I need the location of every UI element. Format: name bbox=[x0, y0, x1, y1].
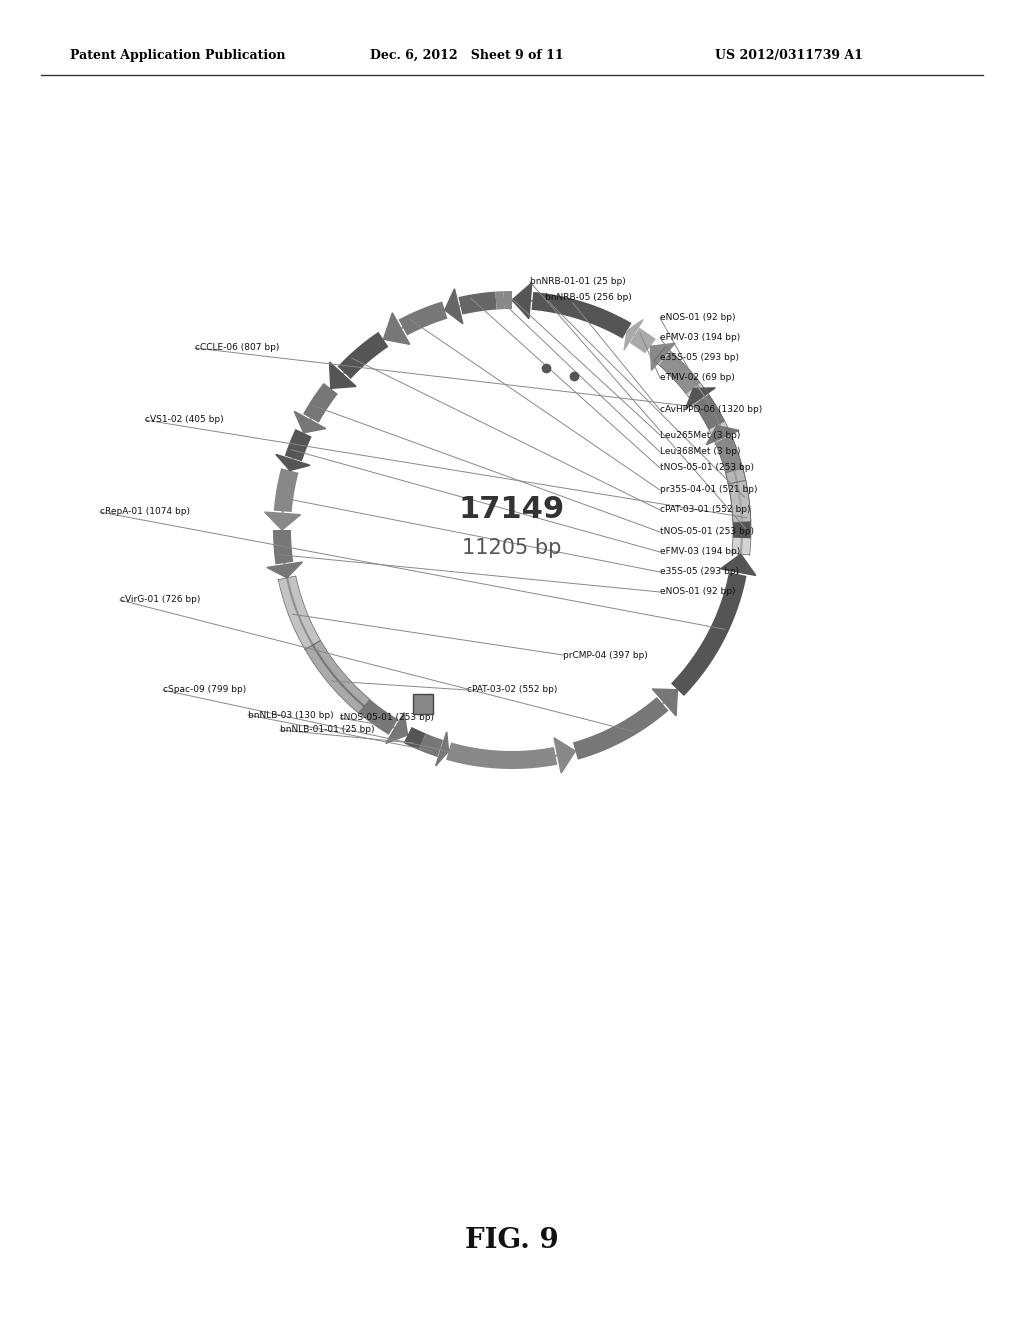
Polygon shape bbox=[658, 351, 700, 393]
Polygon shape bbox=[728, 480, 751, 554]
Polygon shape bbox=[721, 554, 756, 576]
Text: Leu368Met (3 bp): Leu368Met (3 bp) bbox=[660, 447, 740, 457]
Polygon shape bbox=[305, 640, 370, 713]
Text: eNOS-01 (92 bp): eNOS-01 (92 bp) bbox=[660, 587, 735, 597]
Text: cPAT-03-01 (552 bp): cPAT-03-01 (552 bp) bbox=[660, 506, 751, 515]
Text: 17149: 17149 bbox=[459, 495, 565, 524]
Polygon shape bbox=[275, 454, 310, 470]
Polygon shape bbox=[294, 412, 326, 433]
Polygon shape bbox=[330, 362, 356, 388]
Text: cPAT-03-02 (552 bp): cPAT-03-02 (552 bp) bbox=[467, 685, 557, 694]
Polygon shape bbox=[624, 319, 643, 350]
Text: eTMV-02 (69 bp): eTMV-02 (69 bp) bbox=[660, 374, 735, 383]
Text: prCMP-04 (397 bp): prCMP-04 (397 bp) bbox=[563, 651, 648, 660]
Polygon shape bbox=[715, 436, 742, 473]
Polygon shape bbox=[733, 521, 751, 539]
Polygon shape bbox=[512, 282, 531, 318]
Polygon shape bbox=[273, 469, 299, 512]
Text: tNOS-05-01 (253 bp): tNOS-05-01 (253 bp) bbox=[660, 528, 754, 536]
Polygon shape bbox=[383, 313, 410, 345]
Polygon shape bbox=[338, 331, 388, 379]
Polygon shape bbox=[264, 512, 301, 531]
Polygon shape bbox=[285, 429, 311, 461]
Text: cCCLE-06 (807 bp): cCCLE-06 (807 bp) bbox=[195, 343, 280, 352]
Text: cAvHPPD-06 (1320 bp): cAvHPPD-06 (1320 bp) bbox=[660, 405, 762, 414]
Polygon shape bbox=[419, 734, 443, 758]
Text: cVirG-01 (726 bp): cVirG-01 (726 bp) bbox=[120, 595, 201, 605]
Polygon shape bbox=[459, 292, 497, 314]
Polygon shape bbox=[446, 742, 557, 770]
Polygon shape bbox=[358, 700, 398, 735]
Polygon shape bbox=[496, 292, 504, 309]
Text: bnNLB-01-01 (25 bp): bnNLB-01-01 (25 bp) bbox=[280, 726, 375, 734]
Polygon shape bbox=[398, 301, 447, 335]
Text: US 2012/0311739 A1: US 2012/0311739 A1 bbox=[715, 49, 863, 62]
FancyBboxPatch shape bbox=[414, 694, 433, 714]
Polygon shape bbox=[386, 713, 408, 743]
Text: eFMV-03 (194 bp): eFMV-03 (194 bp) bbox=[660, 334, 740, 342]
Polygon shape bbox=[273, 531, 293, 565]
Polygon shape bbox=[694, 395, 725, 430]
Polygon shape bbox=[531, 292, 632, 339]
Polygon shape bbox=[650, 343, 675, 371]
Polygon shape bbox=[652, 689, 678, 715]
Text: tNOS-05-01 (253 bp): tNOS-05-01 (253 bp) bbox=[660, 463, 754, 473]
Text: e35S-05 (293 bp): e35S-05 (293 bp) bbox=[660, 568, 739, 577]
Text: Dec. 6, 2012   Sheet 9 of 11: Dec. 6, 2012 Sheet 9 of 11 bbox=[370, 49, 563, 62]
Polygon shape bbox=[572, 697, 669, 760]
Text: cSpac-09 (799 bp): cSpac-09 (799 bp) bbox=[163, 685, 246, 694]
Polygon shape bbox=[707, 425, 739, 445]
Polygon shape bbox=[671, 573, 746, 696]
Polygon shape bbox=[554, 738, 575, 774]
Text: cVS1-02 (405 bp): cVS1-02 (405 bp) bbox=[145, 416, 223, 425]
Text: Leu265Met (3 bp): Leu265Met (3 bp) bbox=[660, 430, 740, 440]
Text: e35S-05 (293 bp): e35S-05 (293 bp) bbox=[660, 354, 739, 363]
Polygon shape bbox=[303, 383, 338, 422]
Polygon shape bbox=[403, 727, 426, 750]
Text: pr35S-04-01 (521 bp): pr35S-04-01 (521 bp) bbox=[660, 486, 758, 495]
Text: Patent Application Publication: Patent Application Publication bbox=[70, 49, 286, 62]
Text: 11205 bp: 11205 bp bbox=[462, 539, 562, 558]
Text: bnNRB-01-01 (25 bp): bnNRB-01-01 (25 bp) bbox=[530, 277, 626, 286]
Text: FIG. 9: FIG. 9 bbox=[465, 1226, 559, 1254]
Polygon shape bbox=[267, 562, 302, 578]
Text: bnNLB-03 (130 bp): bnNLB-03 (130 bp) bbox=[248, 710, 334, 719]
Polygon shape bbox=[279, 576, 321, 649]
Text: cRepA-01 (1074 bp): cRepA-01 (1074 bp) bbox=[100, 507, 190, 516]
Polygon shape bbox=[725, 469, 751, 523]
Polygon shape bbox=[444, 289, 463, 323]
Polygon shape bbox=[630, 327, 655, 354]
Polygon shape bbox=[686, 388, 715, 408]
Polygon shape bbox=[654, 347, 745, 484]
Polygon shape bbox=[504, 290, 512, 309]
Text: tNOS-05-01 (253 bp): tNOS-05-01 (253 bp) bbox=[340, 714, 434, 722]
Text: bnNRB-05 (256 bp): bnNRB-05 (256 bp) bbox=[545, 293, 632, 302]
Polygon shape bbox=[435, 731, 449, 766]
Text: eNOS-01 (92 bp): eNOS-01 (92 bp) bbox=[660, 314, 735, 322]
Text: eFMV-03 (194 bp): eFMV-03 (194 bp) bbox=[660, 548, 740, 557]
